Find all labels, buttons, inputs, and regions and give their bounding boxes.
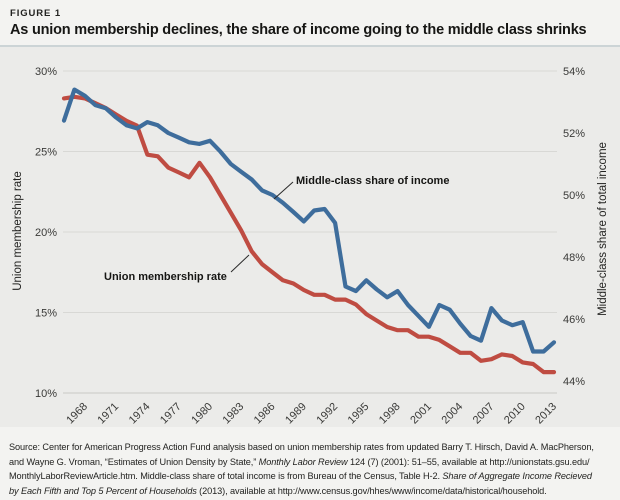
- right-axis-title: Middle-class share of total income: [597, 142, 609, 316]
- x-tick-label: 1968: [64, 401, 90, 427]
- x-tick-label: 1974: [127, 401, 153, 427]
- left-axis-title: Union membership rate: [12, 171, 24, 291]
- source-segment: (2013), available at http://www.census.g…: [196, 485, 547, 496]
- left-tick-label: 20%: [35, 227, 57, 239]
- x-tick-label: 2001: [408, 401, 434, 427]
- right-tick-label: 52%: [563, 128, 585, 140]
- right-tick-label: 54%: [563, 66, 585, 78]
- right-tick-label: 50%: [563, 190, 585, 202]
- source-note: Source: Center for American Progress Act…: [0, 427, 620, 498]
- left-tick-label: 15%: [35, 308, 57, 320]
- figure-title: As union membership declines, the share …: [10, 22, 587, 38]
- source-line: by Each Fifth and Top 5 Percent of House…: [9, 484, 611, 499]
- middle-class-annotation-label: Middle-class share of income: [296, 175, 449, 187]
- annotation-pointer: [230, 254, 250, 273]
- x-tick-label: 1992: [314, 401, 340, 427]
- source-segment-italic: by Each Fifth and Top 5 Percent of House…: [9, 485, 197, 496]
- source-line: MonthlyLaborReviewArticle.htm. Middle-cl…: [9, 469, 611, 484]
- right-tick-label: 48%: [563, 252, 585, 264]
- source-segment: and Wayne G. Vroman, “Estimates of Union…: [9, 456, 259, 467]
- x-tick-label: 1986: [252, 401, 278, 427]
- line-chart: 30%25%20%15%10%54%52%50%48%46%44%1968 197…: [0, 47, 620, 427]
- x-tick-label: 1989: [283, 401, 309, 427]
- source-segment-italic: Monthly Labor Review: [258, 456, 348, 467]
- union-annotation-label: Union membership rate: [104, 271, 227, 283]
- source-line: and Wayne G. Vroman, “Estimates of Union…: [9, 455, 611, 470]
- x-tick-label: 1977: [158, 401, 184, 427]
- middle-class-line: [61, 87, 557, 354]
- x-tick-label: 1995: [346, 401, 372, 427]
- x-tick-label: 1983: [221, 401, 247, 427]
- x-tick-label: 2004: [440, 401, 466, 427]
- figure-number-label: FIGURE 1: [10, 8, 62, 19]
- x-tick-label: 1998: [377, 401, 403, 427]
- x-tick-label: 2013: [533, 401, 559, 427]
- x-tick-label: 2007: [471, 401, 497, 427]
- figure-header: FIGURE 1 As union membership declines, t…: [0, 0, 620, 47]
- left-tick-label: 25%: [35, 147, 57, 159]
- source-segment-italic: Share of Aggregate Income Recieved: [442, 471, 592, 482]
- x-tick-label: 2010: [502, 401, 528, 427]
- union-membership-line: [61, 94, 557, 375]
- right-tick-label: 44%: [563, 376, 585, 388]
- annotation-pointer: [273, 181, 294, 200]
- source-segment: 124 (7) (2001): 51–55, available at http…: [347, 456, 590, 467]
- source-segment: Source: Center for American Progress Act…: [9, 442, 594, 452]
- left-tick-label: 30%: [35, 66, 57, 78]
- source-segment: MonthlyLaborReviewArticle.htm. Middle-cl…: [9, 471, 443, 482]
- x-tick-label: 1971: [95, 401, 121, 427]
- source-line: Source: Center for American Progress Act…: [9, 440, 611, 455]
- x-tick-label: 1980: [189, 401, 215, 427]
- left-tick-label: 10%: [35, 388, 57, 400]
- right-tick-label: 46%: [563, 314, 585, 326]
